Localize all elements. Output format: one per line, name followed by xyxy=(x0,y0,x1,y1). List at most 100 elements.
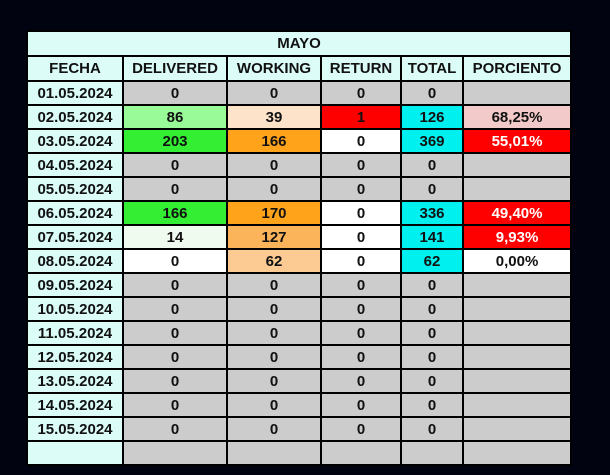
cell-fecha[interactable]: 14.05.2024 xyxy=(26,392,124,418)
cell-working[interactable]: 0 xyxy=(226,320,322,346)
cell-working[interactable]: 62 xyxy=(226,248,322,274)
cell-working[interactable]: 0 xyxy=(226,368,322,394)
cell-working[interactable]: 0 xyxy=(226,344,322,370)
cell-working[interactable]: 0 xyxy=(226,296,322,322)
cell-delivered[interactable]: 0 xyxy=(122,272,228,298)
cell-working[interactable]: 0 xyxy=(226,176,322,202)
cell-fecha[interactable]: 02.05.2024 xyxy=(26,104,124,130)
cell-total[interactable]: 0 xyxy=(400,296,464,322)
cell-delivered[interactable]: 0 xyxy=(122,248,228,274)
cell-total[interactable]: 369 xyxy=(400,128,464,154)
cell-porciento[interactable] xyxy=(461,272,573,298)
cell-porciento[interactable] xyxy=(461,416,573,442)
cell-return[interactable]: 0 xyxy=(320,296,402,322)
cell-working[interactable]: 166 xyxy=(226,128,322,154)
sheet-title[interactable]: MAYO xyxy=(25,30,573,57)
cell-total[interactable]: 0 xyxy=(400,368,464,394)
cell-working[interactable]: 127 xyxy=(226,224,322,250)
cell-total[interactable]: 0 xyxy=(400,320,464,346)
cell-delivered[interactable]: 203 xyxy=(122,128,228,154)
cell-return[interactable]: 0 xyxy=(320,224,402,250)
cell-total[interactable]: 0 xyxy=(400,176,464,202)
cell-delivered[interactable]: 0 xyxy=(122,320,228,346)
cell-delivered[interactable]: 86 xyxy=(122,104,228,130)
cell-return[interactable]: 0 xyxy=(320,200,402,226)
cell-delivered[interactable]: 166 xyxy=(122,200,228,226)
cell-return[interactable]: 0 xyxy=(320,272,402,298)
cell-delivered[interactable]: 0 xyxy=(122,152,228,178)
cell-return[interactable]: 0 xyxy=(320,152,402,178)
cell-total[interactable]: 0 xyxy=(400,344,464,370)
cell-fecha[interactable]: 06.05.2024 xyxy=(26,200,124,226)
cell-total[interactable]: 0 xyxy=(400,392,464,418)
header-fecha[interactable]: FECHA xyxy=(26,55,124,82)
cell-fecha[interactable]: 09.05.2024 xyxy=(26,272,124,298)
cell-delivered[interactable]: 0 xyxy=(122,296,228,322)
cell-return[interactable]: 0 xyxy=(320,248,402,274)
cell-return[interactable] xyxy=(320,440,402,466)
cell-fecha[interactable]: 12.05.2024 xyxy=(26,344,124,370)
cell-fecha[interactable]: 03.05.2024 xyxy=(26,128,124,154)
cell-porciento[interactable] xyxy=(461,440,573,466)
cell-fecha[interactable]: 01.05.2024 xyxy=(26,80,124,106)
header-porciento[interactable]: PORCIENTO xyxy=(461,55,573,82)
cell-delivered[interactable]: 14 xyxy=(122,224,228,250)
cell-total[interactable]: 0 xyxy=(400,80,464,106)
header-return[interactable]: RETURN xyxy=(320,55,402,82)
cell-porciento[interactable] xyxy=(461,176,573,202)
cell-porciento[interactable] xyxy=(461,320,573,346)
cell-total[interactable]: 0 xyxy=(400,152,464,178)
cell-delivered[interactable]: 0 xyxy=(122,392,228,418)
cell-working[interactable]: 39 xyxy=(226,104,322,130)
cell-porciento[interactable] xyxy=(461,296,573,322)
cell-return[interactable]: 0 xyxy=(320,392,402,418)
cell-porciento[interactable] xyxy=(461,344,573,370)
cell-delivered[interactable]: 0 xyxy=(122,416,228,442)
cell-delivered[interactable] xyxy=(122,440,228,466)
cell-return[interactable]: 0 xyxy=(320,176,402,202)
cell-return[interactable]: 0 xyxy=(320,128,402,154)
cell-porciento[interactable] xyxy=(461,80,573,106)
cell-return[interactable]: 0 xyxy=(320,344,402,370)
cell-working[interactable]: 0 xyxy=(226,416,322,442)
cell-fecha[interactable]: 07.05.2024 xyxy=(26,224,124,250)
cell-porciento[interactable] xyxy=(461,368,573,394)
header-total[interactable]: TOTAL xyxy=(400,55,464,82)
cell-fecha[interactable]: 15.05.2024 xyxy=(26,416,124,442)
cell-return[interactable]: 1 xyxy=(320,104,402,130)
cell-total[interactable]: 0 xyxy=(400,416,464,442)
cell-working[interactable]: 0 xyxy=(226,272,322,298)
cell-fecha[interactable]: 11.05.2024 xyxy=(26,320,124,346)
header-working[interactable]: WORKING xyxy=(226,55,322,82)
cell-total[interactable]: 62 xyxy=(400,248,464,274)
cell-porciento[interactable] xyxy=(461,392,573,418)
cell-fecha[interactable]: 13.05.2024 xyxy=(26,368,124,394)
cell-porciento[interactable]: 68,25% xyxy=(461,104,573,130)
cell-fecha[interactable]: 10.05.2024 xyxy=(26,296,124,322)
cell-fecha[interactable]: 08.05.2024 xyxy=(26,248,124,274)
cell-total[interactable]: 336 xyxy=(400,200,464,226)
cell-return[interactable]: 0 xyxy=(320,320,402,346)
cell-working[interactable]: 0 xyxy=(226,392,322,418)
cell-return[interactable]: 0 xyxy=(320,416,402,442)
cell-fecha[interactable]: 04.05.2024 xyxy=(26,152,124,178)
cell-fecha[interactable]: 05.05.2024 xyxy=(26,176,124,202)
cell-fecha[interactable] xyxy=(26,440,124,466)
cell-total[interactable] xyxy=(400,440,464,466)
cell-porciento[interactable]: 9,93% xyxy=(461,224,573,250)
cell-porciento[interactable] xyxy=(461,152,573,178)
cell-working[interactable]: 170 xyxy=(226,200,322,226)
cell-working[interactable]: 0 xyxy=(226,80,322,106)
header-delivered[interactable]: DELIVERED xyxy=(122,55,228,82)
cell-porciento[interactable]: 0,00% xyxy=(461,248,573,274)
cell-delivered[interactable]: 0 xyxy=(122,80,228,106)
cell-return[interactable]: 0 xyxy=(320,368,402,394)
cell-porciento[interactable]: 49,40% xyxy=(461,200,573,226)
cell-delivered[interactable]: 0 xyxy=(122,176,228,202)
cell-total[interactable]: 141 xyxy=(400,224,464,250)
cell-total[interactable]: 0 xyxy=(400,272,464,298)
cell-delivered[interactable]: 0 xyxy=(122,344,228,370)
cell-porciento[interactable]: 55,01% xyxy=(461,128,573,154)
cell-return[interactable]: 0 xyxy=(320,80,402,106)
cell-total[interactable]: 126 xyxy=(400,104,464,130)
